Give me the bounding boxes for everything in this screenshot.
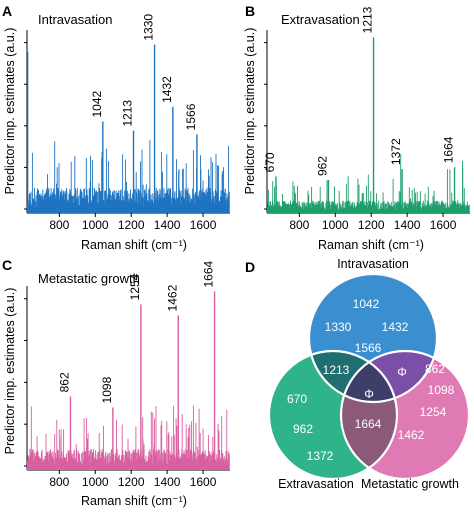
- panel-c-xlabel: Raman shift (cm⁻¹): [81, 494, 187, 508]
- venn-value: 1566: [355, 341, 382, 355]
- panel-d: D Intravasation Extravasation Metastatic…: [245, 257, 471, 491]
- x-tick-label: 1400: [154, 475, 181, 489]
- panel-b-axes: 800 1000 1200 1400 1600: [264, 30, 470, 232]
- spectrum-noise: [26, 405, 230, 470]
- peak-label: 1432: [160, 76, 174, 103]
- x-tick-label: 1000: [82, 218, 109, 232]
- peak-label: 1213: [121, 100, 135, 127]
- venn-value: 1042: [353, 297, 380, 311]
- panel-c-title: Metastatic growth: [38, 271, 140, 286]
- peak-label: 1372: [389, 138, 403, 165]
- peak-label: 1098: [100, 376, 114, 403]
- peak-label: 670: [263, 152, 277, 172]
- venn-region-intra-extra: [309, 351, 397, 402]
- venn-value-intra-extra: 1213: [323, 363, 350, 377]
- x-tick-label: 1600: [190, 218, 217, 232]
- panel-d-letter: D: [245, 259, 255, 275]
- panel-b-peak-labels: 670 962 1213 1372 1664: [263, 6, 456, 176]
- panel-c-spectrum: [26, 291, 230, 470]
- panel-b: B Extravasation 800 1000 1200 1400 1600 670 9…: [243, 3, 470, 252]
- x-tick-label: 1200: [118, 475, 145, 489]
- spectrum-noise: [26, 140, 230, 213]
- x-tick-label: 1600: [430, 218, 457, 232]
- panel-b-spectrum: [266, 37, 470, 213]
- venn-value: 962: [293, 422, 313, 436]
- panel-b-xlabel: Raman shift (cm⁻¹): [318, 238, 424, 252]
- panel-a-spectrum: [26, 44, 230, 213]
- venn-value: 862: [425, 362, 445, 376]
- panel-c-ylabel: Predictor imp. estimates (a.u.): [3, 288, 17, 455]
- venn-value: 1098: [428, 383, 455, 397]
- panel-c-letter: C: [2, 257, 12, 273]
- venn-value-intra-meta: Φ: [397, 365, 407, 379]
- panel-b-letter: B: [245, 3, 255, 19]
- x-tick-label: 1000: [322, 218, 349, 232]
- x-tick-label: 1400: [154, 218, 181, 232]
- venn-title-metastatic-growth: Metastatic growth: [361, 477, 459, 491]
- venn-outline: [267, 349, 399, 481]
- venn-value-extra-meta: 1664: [355, 417, 382, 431]
- venn-outline: [307, 272, 439, 404]
- panel-a-title: Intravasation: [38, 12, 112, 27]
- panel-c: C Metastatic growth 800 1000 1200 1400 1600 …: [2, 257, 230, 508]
- x-tick-label: 1200: [118, 218, 145, 232]
- panel-a-letter: A: [2, 3, 12, 19]
- x-tick-label: 1200: [358, 218, 385, 232]
- panel-a-ylabel: Predictor imp. estimates (a.u.): [3, 28, 17, 195]
- panel-a-xlabel: Raman shift (cm⁻¹): [81, 238, 187, 252]
- venn-value: 670: [287, 392, 307, 406]
- venn-value: 1330: [325, 320, 352, 334]
- venn-value: 1432: [382, 320, 409, 334]
- peak-label: 962: [315, 156, 329, 176]
- venn-region-intra-meta: [341, 351, 437, 402]
- x-tick-label: 1400: [394, 218, 421, 232]
- panel-a-peak-labels: 1042 1213 1330 1432 1566: [90, 14, 198, 131]
- peak-label: 1254: [128, 273, 142, 300]
- venn-region-intra-extra-clip: [309, 351, 397, 402]
- venn-title-extravasation: Extravasation: [278, 477, 354, 491]
- peak-label: 1330: [142, 14, 156, 41]
- venn-value-all-three: Φ: [364, 387, 374, 401]
- peak-label: 1462: [165, 284, 179, 311]
- x-tick-label: 1000: [82, 475, 109, 489]
- venn-value: 1372: [307, 449, 334, 463]
- venn-outline: [339, 349, 471, 481]
- venn-outlines: [267, 272, 471, 481]
- x-tick-label: 800: [289, 218, 309, 232]
- peak-label: 1566: [184, 103, 198, 130]
- peak-label: 862: [57, 372, 71, 392]
- panel-b-title: Extravasation: [281, 12, 360, 27]
- panel-c-peak-labels: 862 1098 1254 1462 1664: [57, 260, 215, 403]
- spectrum-noise: [266, 154, 470, 213]
- x-tick-label: 800: [49, 218, 69, 232]
- peak-label: 1664: [442, 136, 456, 163]
- venn-value: 1254: [420, 405, 447, 419]
- x-tick-label: 800: [49, 475, 69, 489]
- venn-title-intravasation: Intravasation: [337, 257, 409, 271]
- venn-region-intra-meta-clip: [341, 351, 437, 402]
- peak-label: 1213: [361, 6, 375, 33]
- x-tick-label: 1600: [190, 475, 217, 489]
- venn-overlaps: [309, 351, 437, 479]
- peak-label: 1042: [90, 90, 104, 117]
- peak-label: 1664: [202, 260, 216, 287]
- panel-b-ylabel: Predictor imp. estimates (a.u.): [243, 28, 257, 195]
- venn-value: 1462: [398, 428, 425, 442]
- panel-a: A Intravasation 800 1000 1200 1400 1600 1042…: [2, 3, 230, 252]
